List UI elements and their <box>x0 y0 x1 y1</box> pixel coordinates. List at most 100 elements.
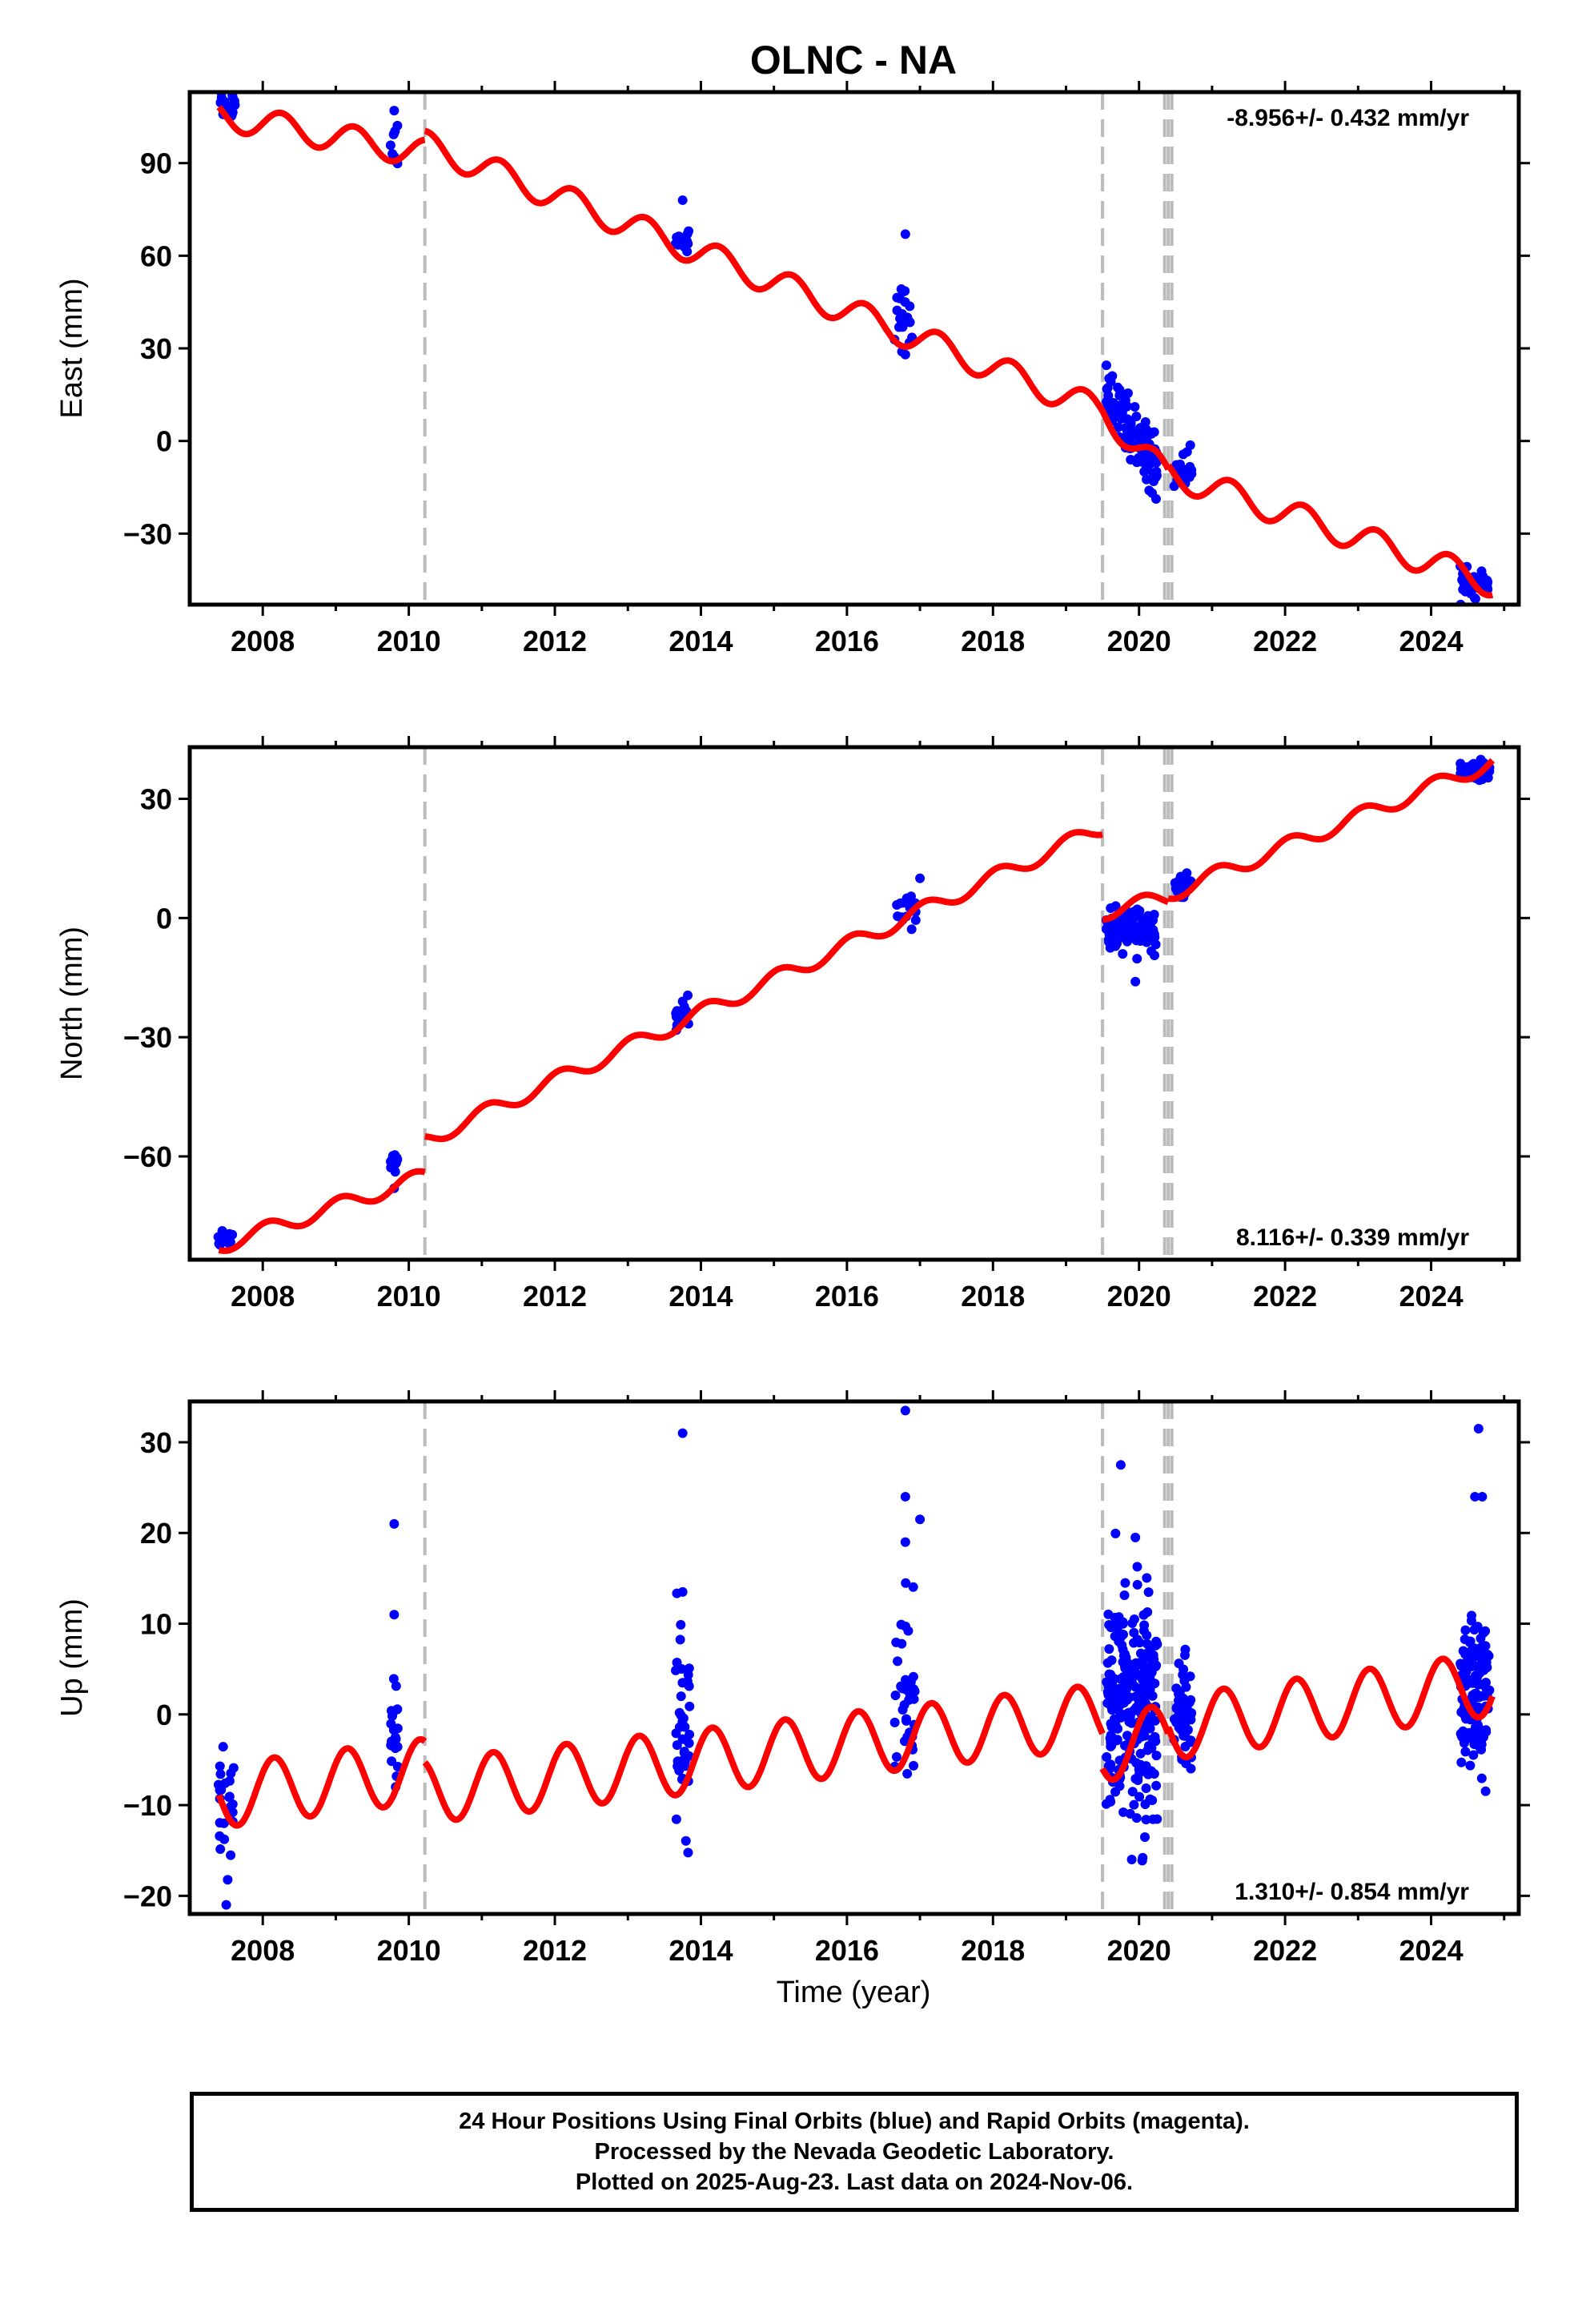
observed-point <box>677 996 688 1007</box>
observed-point <box>387 1153 398 1164</box>
observed-point <box>1102 1752 1112 1763</box>
observed-point <box>1170 883 1181 894</box>
observed-point <box>895 313 905 324</box>
observed-point <box>1473 1679 1484 1690</box>
observed-point <box>390 126 400 136</box>
observed-point <box>900 229 910 239</box>
observed-point <box>1150 950 1160 960</box>
observed-point <box>673 1756 683 1767</box>
observed-point <box>1108 1687 1118 1697</box>
y-axis-label: North (mm) <box>55 927 89 1080</box>
observed-point <box>1185 440 1195 450</box>
model-fit-line <box>1165 1655 1496 1761</box>
observed-point <box>1104 1644 1114 1655</box>
observed-point <box>915 873 926 883</box>
observed-point <box>1130 1774 1141 1784</box>
observed-point <box>1126 1855 1137 1865</box>
observed-point <box>389 1518 400 1529</box>
model-fit-line <box>423 829 1105 1143</box>
observed-point <box>1460 1625 1471 1635</box>
panel-north: 2008 2010 2012 2014 2016 2018 2020 2022 2024 30 0 −… <box>55 736 1530 1313</box>
observed-point <box>676 1691 686 1702</box>
observed-point <box>1142 1573 1152 1583</box>
y-tick-label: 0 <box>156 425 172 458</box>
observed-point <box>1145 1794 1155 1804</box>
observed-point <box>1144 485 1154 496</box>
observed-point <box>1130 1532 1141 1542</box>
observed-point <box>1140 1832 1150 1843</box>
observed-point <box>1108 919 1118 930</box>
observed-point <box>389 1610 400 1620</box>
observed-point <box>224 1791 235 1802</box>
observed-point <box>1470 593 1480 604</box>
observed-point <box>1115 1712 1126 1723</box>
plot-area <box>213 754 1496 1254</box>
observed-point <box>1119 1649 1130 1659</box>
observed-point <box>1460 1747 1471 1757</box>
observed-point <box>908 1582 918 1592</box>
observed-point <box>1476 1773 1487 1783</box>
plot-frame <box>187 745 1521 1262</box>
observed-point <box>909 1694 919 1704</box>
observed-point <box>684 1738 694 1748</box>
observed-point <box>1134 1791 1145 1802</box>
observed-point <box>1141 1815 1151 1825</box>
observed-point <box>1132 1562 1142 1572</box>
x-tick-label: 2010 <box>377 1280 441 1313</box>
observed-point <box>901 1578 911 1588</box>
observed-point <box>1148 1814 1158 1824</box>
observed-point <box>1146 1650 1156 1660</box>
observed-point <box>219 96 230 107</box>
x-tick-label: 2008 <box>231 1934 295 1967</box>
observed-point <box>1147 1734 1158 1744</box>
observed-point <box>387 1756 397 1767</box>
observed-point <box>1142 429 1152 440</box>
observed-point <box>905 301 915 312</box>
observed-point <box>1456 758 1466 769</box>
observed-point <box>1110 1787 1121 1797</box>
observed-point <box>1130 402 1140 412</box>
panel-up: 2008 2010 2012 2014 2016 2018 2020 2022 20243020… <box>55 1390 1530 1967</box>
observed-point <box>215 1844 226 1855</box>
observed-point <box>1114 384 1125 395</box>
observed-point <box>1104 373 1114 384</box>
observed-point <box>1110 933 1121 943</box>
observed-point <box>675 1634 685 1645</box>
observed-point <box>1132 954 1142 964</box>
observed-point <box>1141 1673 1151 1683</box>
observed-point <box>1122 936 1132 947</box>
observed-point <box>1118 1682 1129 1692</box>
observed-point <box>1142 1745 1153 1755</box>
observed-point <box>1119 1590 1130 1600</box>
observed-point <box>221 1900 231 1910</box>
observed-point <box>1110 1528 1121 1538</box>
observed-point <box>1126 1709 1136 1719</box>
observed-point <box>1470 1491 1480 1502</box>
y-tick-label: 30 <box>140 1426 172 1459</box>
observed-point <box>1468 1690 1478 1700</box>
observed-point <box>223 1238 234 1248</box>
panels: 2008 2010 2012 2014 2016 2018 2020 2022 20249060… <box>55 81 1530 1967</box>
observed-point <box>897 1638 907 1649</box>
x-tick-label: 2010 <box>377 625 441 657</box>
observed-point <box>674 1012 685 1023</box>
observed-point <box>674 1765 685 1775</box>
observed-point <box>906 924 917 935</box>
observed-point <box>1102 1677 1112 1687</box>
observed-point <box>1186 1763 1196 1774</box>
observed-point <box>1122 1731 1133 1741</box>
y-tick-label: 20 <box>140 1517 172 1550</box>
observed-point <box>1468 1750 1479 1760</box>
observed-point <box>1142 474 1152 485</box>
x-tick-label: 2024 <box>1399 1280 1464 1313</box>
observed-points <box>215 92 1493 605</box>
observed-point <box>901 1621 911 1631</box>
observed-point <box>1137 1685 1147 1695</box>
observed-point <box>890 1691 901 1701</box>
observed-point <box>1169 1714 1179 1724</box>
observed-point <box>218 1742 228 1752</box>
observed-point <box>1179 1675 1190 1686</box>
observed-point <box>1465 1760 1476 1771</box>
observed-point <box>1475 1648 1485 1659</box>
